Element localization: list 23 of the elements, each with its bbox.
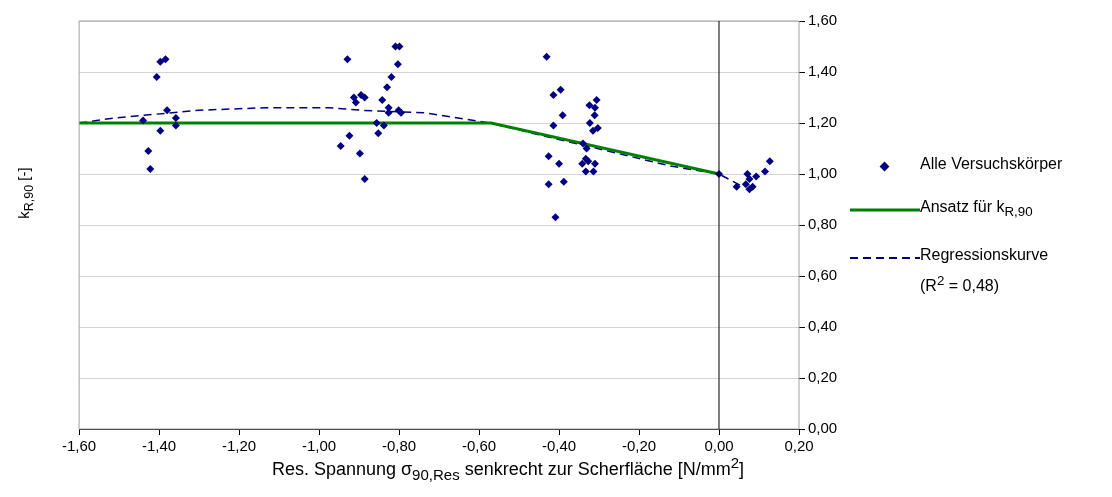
x-axis-title: Res. Spannung σ$_{90,Res}$ senkrecht zur Scherfläche [N/mm$^{2}$] [270, 454, 746, 483]
x-tick-label: -1,60 [61, 437, 97, 455]
y-tick-label: 1,00 [808, 164, 838, 182]
y-tick-label: 0,80 [808, 215, 838, 233]
legend-label: Regressionskurve (R$^{2}$ = 0,48) [920, 245, 1050, 297]
y-tick-label: 0,20 [808, 368, 838, 386]
x-tick-label: -0,20 [621, 437, 657, 455]
y-tick-label: 1,20 [808, 113, 838, 131]
y-tick-label: 1,40 [808, 62, 838, 80]
x-tick-label: 0,00 [704, 437, 734, 455]
x-tick-label: -1,00 [301, 437, 337, 455]
x-tick-label: -1,20 [221, 437, 257, 455]
legend-label: Ansatz für k$_{R,90}$ [920, 197, 1034, 222]
y-tick-label: 0,00 [808, 419, 838, 437]
x-tick-label: -1,40 [141, 437, 177, 455]
x-tick-label: -0,40 [541, 437, 577, 455]
y-tick-label: 1,60 [808, 11, 838, 29]
x-tick-label: -0,80 [381, 437, 417, 455]
x-tick-label: 0,20 [784, 437, 814, 455]
x-tick-label: -0,60 [461, 437, 497, 455]
legend-label: Alle Versuchskörper [920, 154, 1064, 174]
y-tick-label: 0,40 [808, 317, 838, 335]
y-tick-label: 0,60 [808, 266, 838, 284]
